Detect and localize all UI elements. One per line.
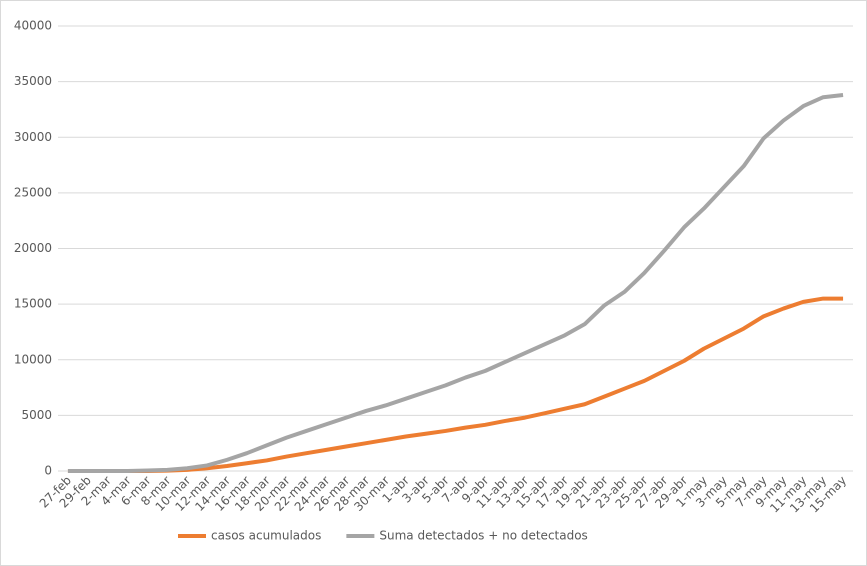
y-tick-label: 5000: [21, 408, 52, 422]
y-tick-label: 15000: [14, 297, 52, 311]
y-tick-label: 10000: [14, 352, 52, 366]
y-tick-label: 0: [44, 464, 52, 478]
y-tick-label: 20000: [14, 241, 52, 255]
y-tick-label: 35000: [14, 74, 52, 88]
legend-label: Suma detectados + no detectados: [379, 529, 587, 543]
y-tick-label: 25000: [14, 185, 52, 199]
y-tick-label: 40000: [14, 19, 52, 33]
data-line: [67, 296, 844, 473]
data-line: [67, 92, 844, 473]
legend-label: casos acumulados: [211, 529, 321, 543]
y-tick-label: 30000: [14, 130, 52, 144]
